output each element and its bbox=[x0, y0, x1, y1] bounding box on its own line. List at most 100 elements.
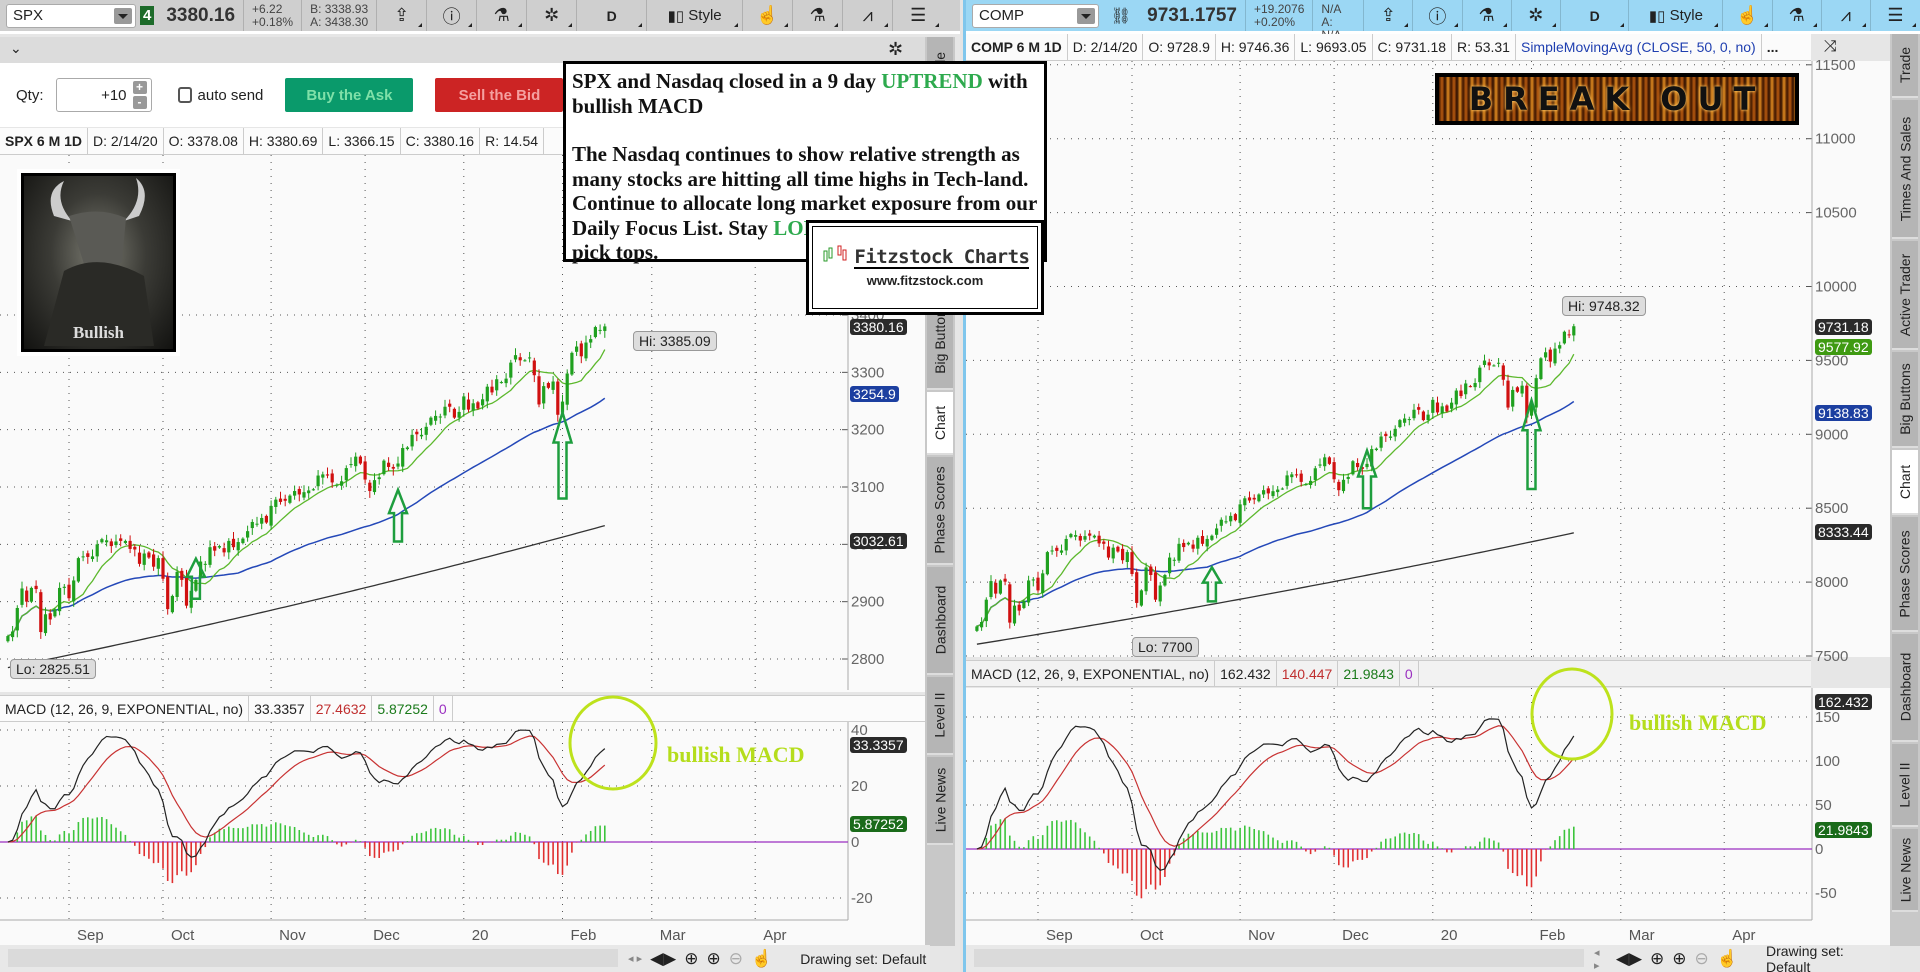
pan-icon[interactable]: ◀▶ bbox=[650, 948, 677, 968]
tab-label: Live News bbox=[932, 767, 948, 833]
chevron-down-icon[interactable] bbox=[114, 7, 132, 24]
period-button[interactable]: D bbox=[1561, 0, 1630, 31]
candle-body bbox=[1529, 404, 1534, 416]
horizontal-scrollbar[interactable] bbox=[974, 949, 1584, 967]
auto-send-checkbox[interactable] bbox=[177, 87, 192, 103]
candle-body bbox=[1092, 535, 1096, 538]
chart-title: COMP 6 M 1D bbox=[966, 34, 1068, 60]
candle-body bbox=[58, 587, 62, 612]
price-tick-label: 3100 bbox=[851, 479, 884, 496]
candle-body bbox=[1125, 552, 1129, 562]
candle-body bbox=[1290, 474, 1294, 478]
zoom-out-icon[interactable]: ⊖ bbox=[1694, 948, 1709, 968]
qty-increment-button[interactable]: + bbox=[132, 81, 147, 94]
flask-icon[interactable]: ⚗ bbox=[1463, 0, 1512, 31]
symbol-selector[interactable]: COMP bbox=[972, 3, 1099, 28]
tab-dashboard[interactable]: Dashboard bbox=[1892, 634, 1918, 742]
crosshair-icon[interactable]: ⊕ bbox=[1650, 948, 1665, 968]
tab-dashboard[interactable]: Dashboard bbox=[927, 567, 953, 675]
hand-icon[interactable]: ☝ bbox=[743, 0, 794, 31]
info-icon[interactable]: ⓘ bbox=[1413, 0, 1463, 31]
tab-live-news[interactable]: Live News bbox=[1892, 829, 1918, 912]
candle-body bbox=[1083, 536, 1087, 540]
studies-flask-icon[interactable]: ⚗ bbox=[793, 0, 844, 31]
gear-icon[interactable]: ✲ bbox=[527, 0, 578, 31]
drawing-set-selector[interactable]: Drawing set: Default bbox=[1765, 942, 1844, 972]
candle-body bbox=[90, 556, 95, 560]
close-value: C: 3380.16 bbox=[401, 128, 481, 154]
drawing-set-selector[interactable]: Drawing set: Default bbox=[800, 950, 927, 967]
menu-list-icon[interactable]: ☰ bbox=[1871, 0, 1920, 31]
horizontal-scrollbar[interactable] bbox=[8, 949, 618, 967]
qty-input[interactable]: +10 + - bbox=[55, 78, 152, 112]
symbol-selector[interactable]: SPX bbox=[6, 3, 136, 28]
zoom-in-icon[interactable]: ⊕ bbox=[706, 948, 721, 968]
collapse-axis-icon[interactable]: ⤨ bbox=[1824, 38, 1837, 55]
macd-zero: 0 bbox=[434, 696, 453, 721]
tab-live-news[interactable]: Live News bbox=[927, 757, 953, 845]
style-button[interactable]: ▮▯ Style bbox=[1629, 0, 1724, 31]
candle-body bbox=[1059, 550, 1064, 553]
collapse-chevron-icon[interactable]: ⌄ bbox=[10, 40, 22, 56]
tab-phase-scores[interactable]: Phase Scores bbox=[927, 457, 953, 565]
hand-pointer-icon[interactable]: ☝ bbox=[1716, 948, 1738, 968]
share-icon[interactable]: ⇪ bbox=[377, 0, 428, 31]
link-icon[interactable]: ⛓ bbox=[1110, 7, 1132, 25]
candle-body bbox=[1450, 402, 1454, 409]
flask-icon[interactable]: ⚗ bbox=[477, 0, 528, 31]
tab-level-ii[interactable]: Level II bbox=[1892, 744, 1918, 827]
last-price: 3380.16 bbox=[158, 0, 245, 31]
tab-times-and-sales[interactable]: Times And Sales bbox=[1892, 100, 1918, 239]
drawing-icon[interactable]: ⩘ bbox=[1822, 0, 1871, 31]
share-icon[interactable]: ⇪ bbox=[1364, 0, 1414, 31]
date-label: Oct bbox=[1140, 927, 1164, 944]
sma-study-label[interactable]: SimpleMovingAvg (CLOSE, 50, 0, no) bbox=[1516, 34, 1762, 60]
link-group-badge[interactable]: 4 bbox=[140, 6, 155, 25]
hand-icon[interactable]: ☝ bbox=[1723, 0, 1773, 31]
zoom-out-icon[interactable]: ⊖ bbox=[728, 948, 744, 968]
spx-chart-canvas[interactable]: 280029003000310032003300340040200-20SepO… bbox=[0, 0, 925, 945]
chart-settings-gear-icon[interactable]: ✲ bbox=[888, 39, 904, 59]
tab-chart[interactable]: Chart bbox=[1892, 450, 1918, 515]
tab-chart[interactable]: Chart bbox=[927, 392, 953, 455]
pan-icon[interactable]: ◀▶ bbox=[1615, 948, 1643, 968]
scroll-arrows-icon[interactable]: ◂ ▸ bbox=[1594, 946, 1600, 972]
candle-body bbox=[575, 346, 579, 352]
period-button[interactable]: D bbox=[577, 0, 648, 31]
style-button[interactable]: ▮▯ Style bbox=[647, 0, 744, 31]
hand-pointer-icon[interactable]: ☝ bbox=[751, 948, 773, 968]
comp-chart-canvas[interactable]: 7500800085009000950010000105001100011500… bbox=[966, 0, 1892, 945]
tab-phase-scores[interactable]: Phase Scores bbox=[1892, 517, 1918, 632]
menu-list-icon[interactable]: ☰ bbox=[893, 0, 943, 31]
date-label: Sep bbox=[1046, 927, 1073, 944]
candle-body bbox=[998, 580, 1002, 594]
gear-icon[interactable]: ✲ bbox=[1512, 0, 1561, 31]
tab-big-buttons[interactable]: Big Buttons bbox=[1892, 352, 1918, 448]
studies-flask-icon[interactable]: ⚗ bbox=[1773, 0, 1822, 31]
sell-the-bid-button[interactable]: Sell the Bid bbox=[435, 78, 564, 112]
more-studies[interactable]: ... bbox=[1766, 39, 1779, 55]
price-plot-area[interactable] bbox=[966, 61, 1892, 657]
zoom-in-icon[interactable]: ⊕ bbox=[1672, 948, 1687, 968]
tab-trade[interactable]: Trade bbox=[1892, 34, 1918, 98]
candle-body bbox=[1215, 528, 1219, 535]
macd-plot-area[interactable] bbox=[966, 688, 1892, 945]
moving-average-tag: 9577.92 bbox=[1815, 339, 1872, 355]
info-icon[interactable]: ⓘ bbox=[427, 0, 478, 31]
candle-body bbox=[1191, 544, 1195, 549]
tab-active-trader[interactable]: Active Trader bbox=[1892, 241, 1918, 350]
qty-decrement-button[interactable]: - bbox=[132, 96, 147, 109]
buy-the-ask-button[interactable]: Buy the Ask bbox=[285, 78, 414, 112]
scroll-arrows-icon[interactable]: ◂ ▸ bbox=[628, 953, 643, 965]
candle-body bbox=[29, 587, 33, 602]
tab-level-ii[interactable]: Level II bbox=[927, 677, 953, 755]
drawing-icon[interactable]: ⩘ bbox=[843, 0, 894, 31]
candle-body bbox=[241, 538, 245, 544]
candle-body bbox=[1327, 457, 1331, 464]
candle-body bbox=[401, 448, 405, 467]
crosshair-icon[interactable]: ⊕ bbox=[684, 948, 699, 968]
candle-body bbox=[1558, 345, 1562, 349]
chevron-down-icon[interactable] bbox=[1076, 7, 1095, 24]
candle-body bbox=[34, 585, 38, 590]
macd-plot-area[interactable] bbox=[0, 722, 925, 945]
